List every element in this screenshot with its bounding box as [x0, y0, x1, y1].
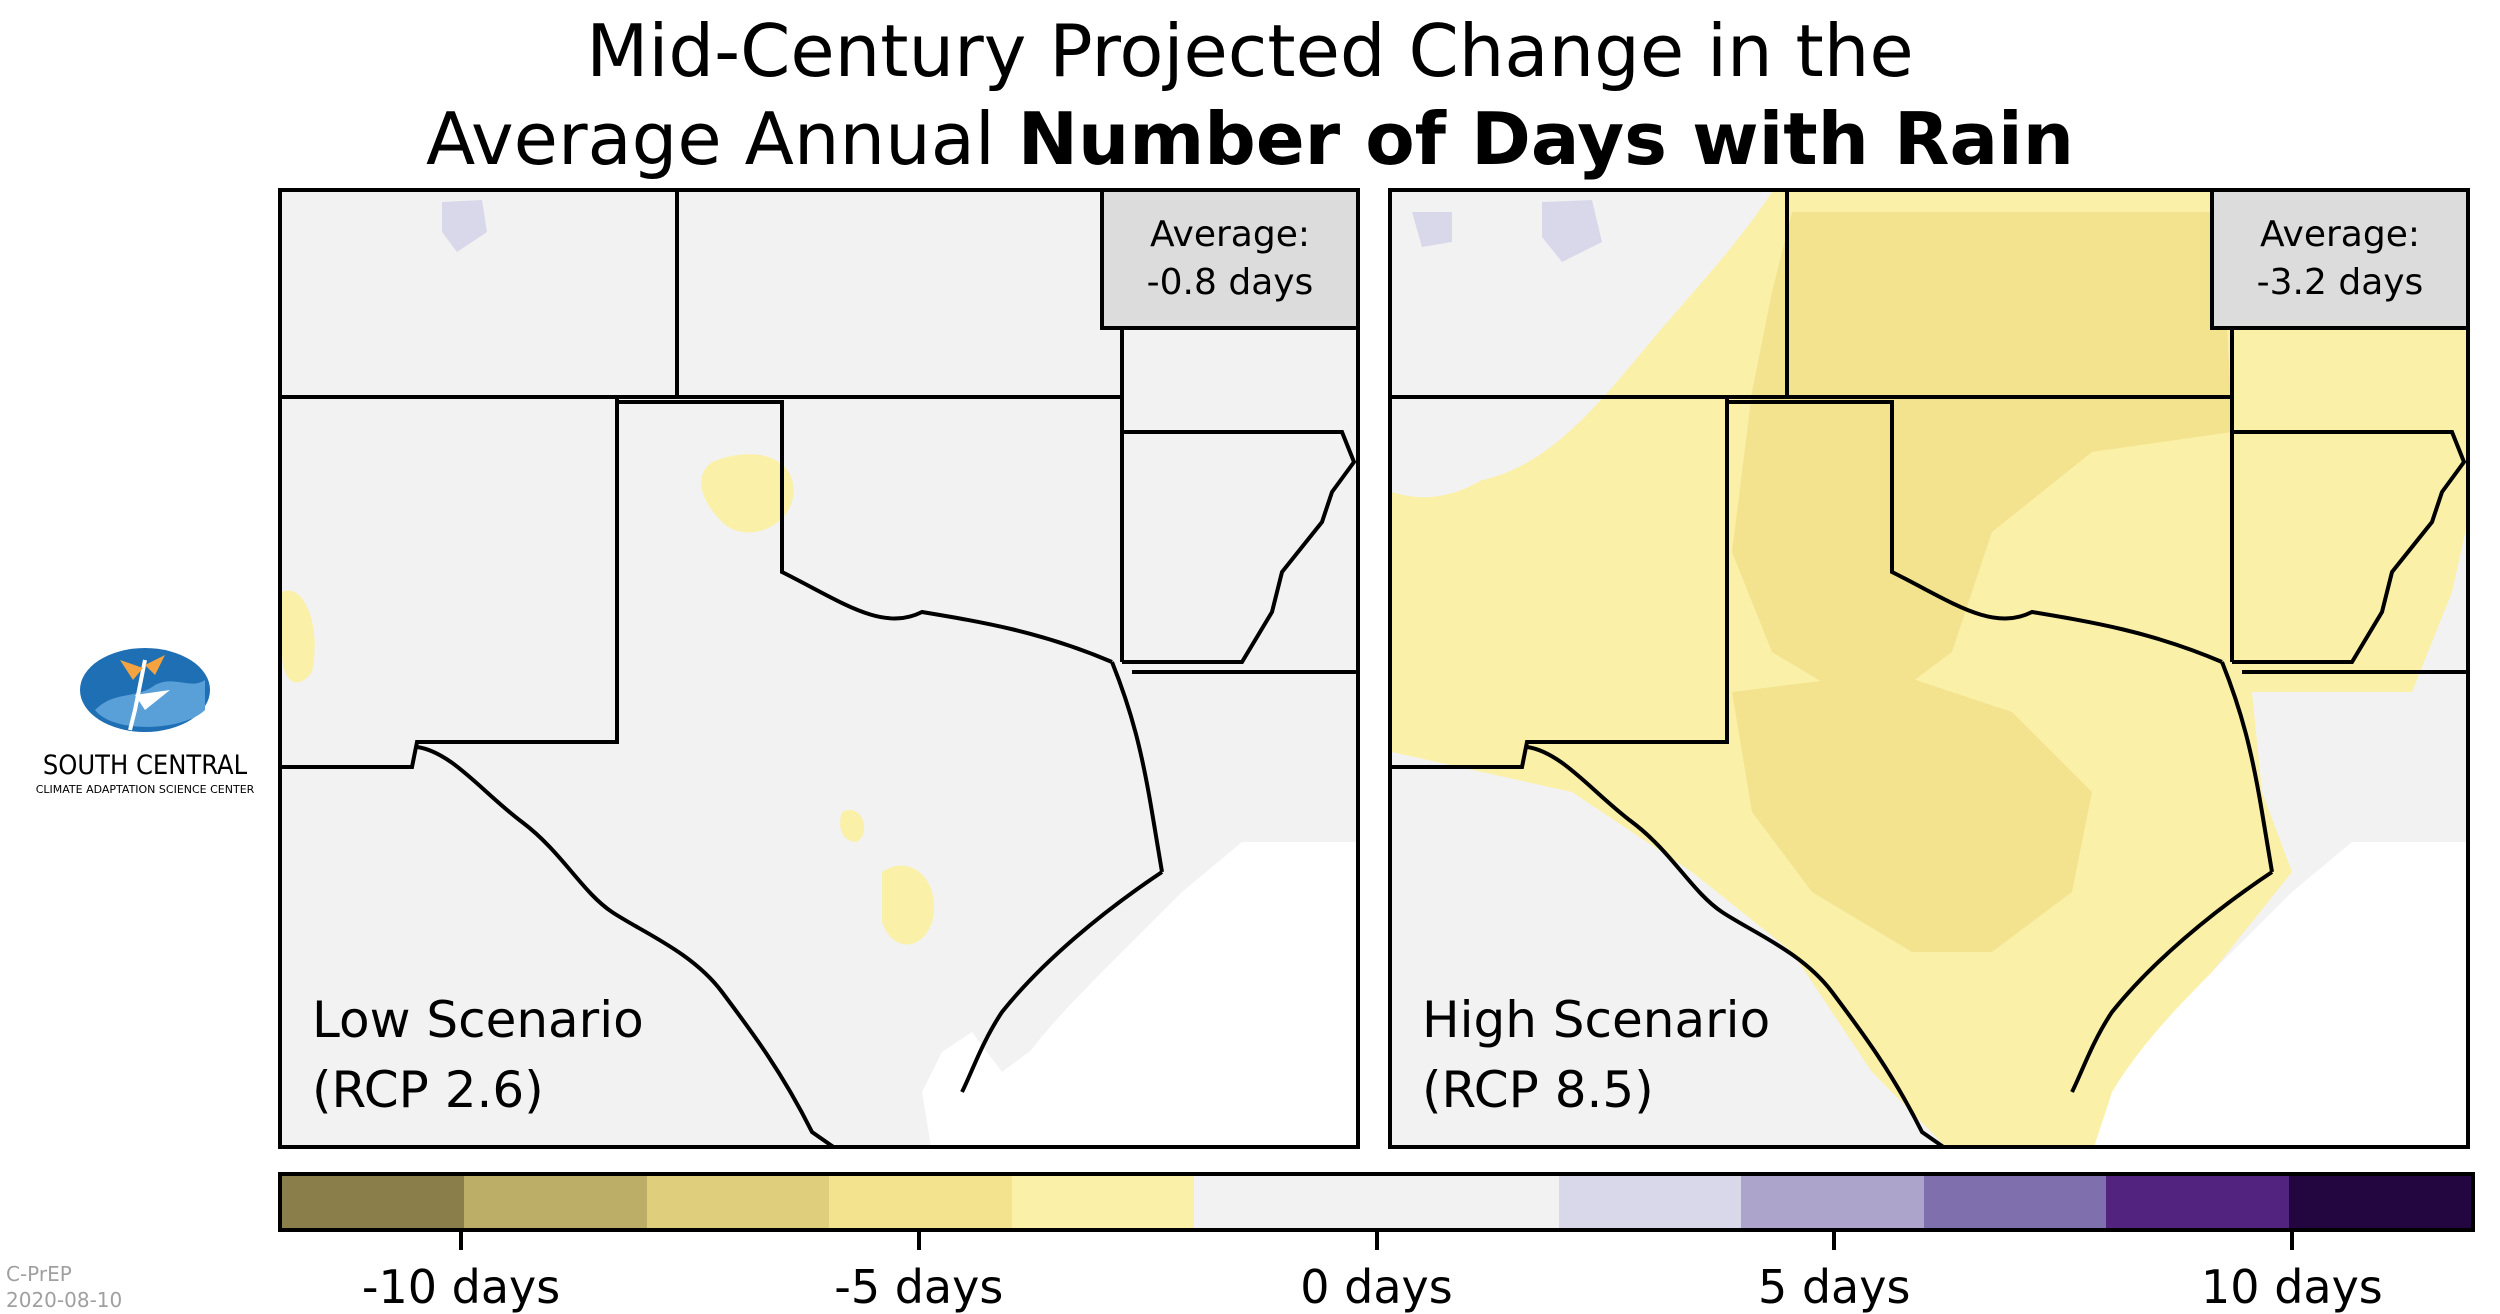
legend-color-cell — [1011, 1176, 1195, 1228]
decrease-core — [1732, 212, 2232, 712]
credit-line-2: 2020-08-10 — [6, 1288, 123, 1312]
average-box: Average: -3.2 days — [2210, 192, 2466, 330]
legend-color-cell — [1923, 1176, 2107, 1228]
legend-color-cell — [282, 1176, 465, 1228]
decrease-patch — [882, 865, 934, 945]
texas-east — [1110, 661, 1164, 873]
texas-boundary — [1526, 745, 1945, 1145]
title-line-2-regular: Average Annual — [426, 97, 1018, 181]
legend-tick-label: -5 days — [834, 1260, 1004, 1314]
land-area — [282, 192, 1356, 1145]
legend-color-cell — [829, 1176, 1012, 1228]
increase-patch — [442, 200, 487, 252]
scenario-rcp: (RCP 2.6) — [312, 1061, 544, 1119]
arkansas-boundary — [2232, 430, 2466, 664]
legend-tick-mark — [459, 1228, 464, 1250]
arkansas-boundary — [1122, 430, 1356, 664]
title-line-2: Average Annual Number of Days with Rain — [0, 94, 2500, 184]
no-change-area — [1392, 192, 1772, 482]
legend-color-cell — [1194, 1176, 1377, 1228]
legend-tick-mark — [916, 1228, 921, 1250]
title-line-2-bold: Number of Days with Rain — [1017, 97, 2074, 181]
scenario-rcp: (RCP 8.5) — [1422, 1061, 1654, 1119]
decrease-patch — [840, 809, 865, 842]
increase-patch — [1542, 200, 1602, 262]
legend-color-cell — [2106, 1176, 2289, 1228]
legend-color-cell — [646, 1176, 830, 1228]
gulf-water — [2094, 853, 2466, 1145]
average-value: -0.8 days — [1146, 262, 1314, 303]
legend-tick-mark — [1832, 1228, 1837, 1250]
average-value: -3.2 days — [2256, 262, 2424, 303]
texas-east — [2220, 661, 2274, 873]
logo-subtitle: CLIMATE ADAPTATION SCIENCE CENTER — [35, 783, 255, 796]
legend-tick-label: 5 days — [1757, 1260, 1911, 1314]
average-label: Average: — [1150, 214, 1310, 255]
texas-coast — [960, 870, 1164, 1093]
gulf-water — [984, 853, 1356, 1145]
logo-name: SOUTH CENTRAL — [42, 750, 248, 781]
average-box: Average: -0.8 days — [1100, 192, 1356, 330]
decrease-core — [1732, 672, 2092, 952]
nm-boundary — [1392, 397, 1729, 769]
oklahoma-boundary — [617, 400, 1113, 664]
high-scenario-map-panel: Average: -3.2 days High Scenario (RCP 8.… — [1388, 188, 2470, 1149]
legend-color-cell — [1558, 1176, 1742, 1228]
legend-tick-label: -10 days — [361, 1260, 561, 1314]
legend-color-cell — [1741, 1176, 1924, 1228]
credit-line-1: C-PrEP — [6, 1262, 72, 1286]
nm-boundary — [282, 397, 619, 769]
legend-color-cell — [464, 1176, 647, 1228]
texas-boundary — [416, 745, 835, 1145]
legend-color-cell — [1376, 1176, 1559, 1228]
legend-tick-label: 10 days — [2201, 1260, 2383, 1314]
high-scenario-map — [1392, 192, 2466, 1145]
scenario-name: High Scenario — [1422, 991, 1771, 1049]
scenario-label: Low Scenario (RCP 2.6) — [312, 985, 644, 1125]
decrease-patch — [701, 454, 794, 533]
legend-tick-mark — [2289, 1228, 2294, 1250]
low-scenario-map — [282, 192, 1356, 1145]
legend-tick-mark — [1374, 1228, 1379, 1250]
increase-patch — [1412, 212, 1452, 247]
title-line-1: Mid-Century Projected Change in the — [586, 9, 1914, 93]
decrease-patch — [282, 590, 315, 683]
legend-color-cell — [2288, 1176, 2472, 1228]
scenario-name: Low Scenario — [312, 991, 644, 1049]
average-label: Average: — [2260, 214, 2420, 255]
color-legend — [278, 1172, 2475, 1232]
oklahoma-boundary — [1727, 400, 2223, 664]
no-change-area — [2252, 692, 2466, 872]
legend-tick-label: 0 days — [1300, 1260, 1453, 1314]
casc-logo-icon — [80, 648, 210, 732]
low-scenario-map-panel: Average: -0.8 days Low Scenario (RCP 2.6… — [278, 188, 1360, 1149]
texas-coast — [2070, 870, 2274, 1093]
scenario-label: High Scenario (RCP 8.5) — [1422, 985, 1770, 1125]
casc-logo: SOUTH CENTRAL CLIMATE ADAPTATION SCIENCE… — [30, 640, 260, 796]
